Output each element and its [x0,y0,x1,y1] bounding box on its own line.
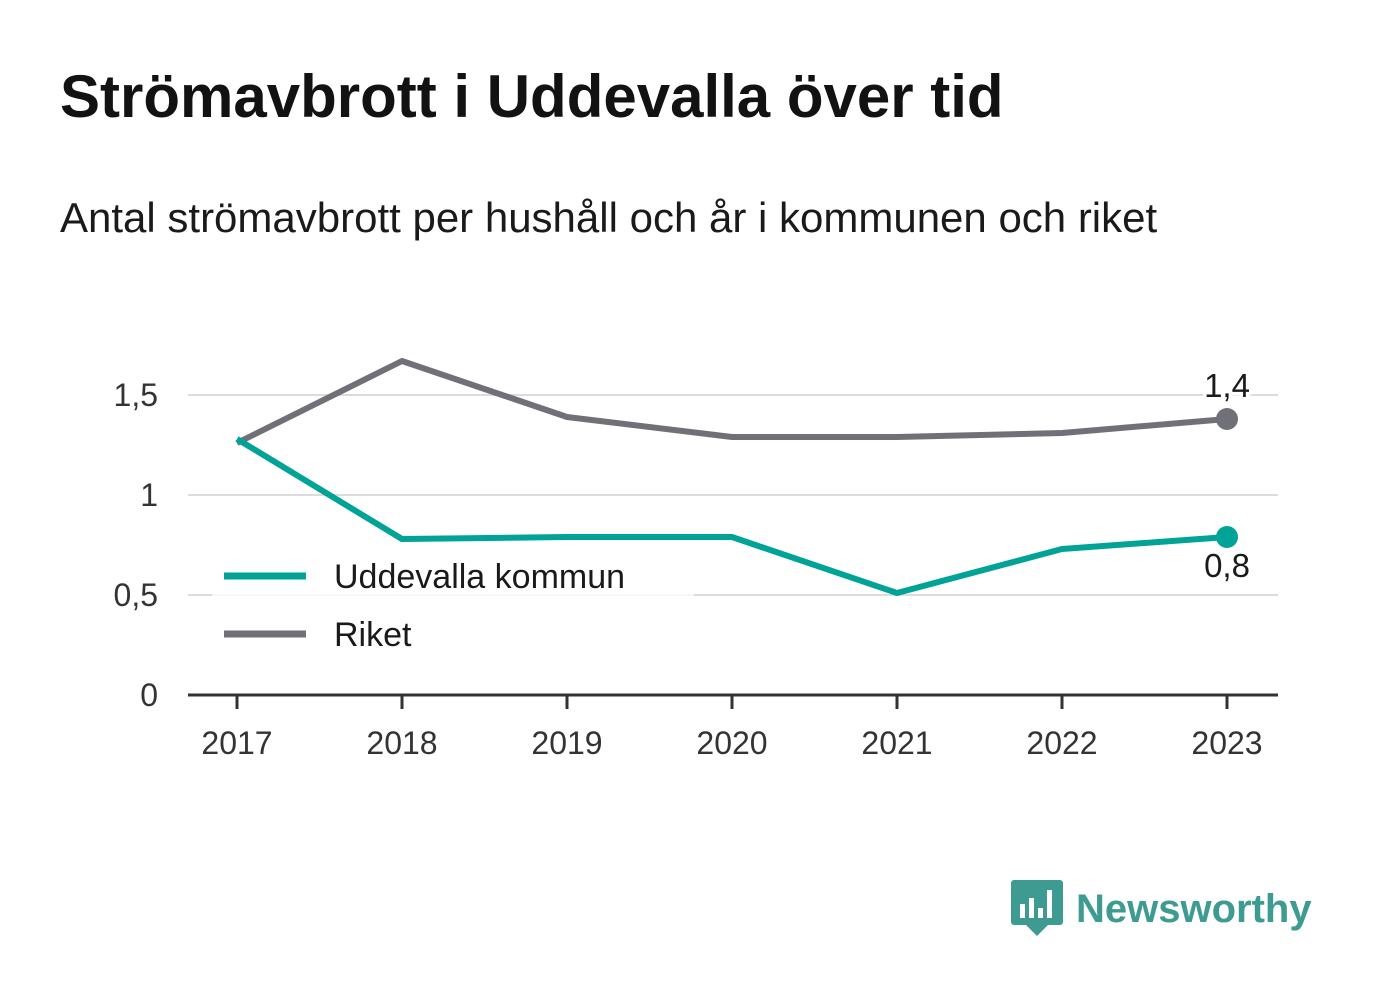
brand-name: Newsworthy [1076,886,1312,931]
x-tick-label: 2019 [531,725,602,761]
end-labels: 0,8 1,4 [1201,364,1254,588]
x-tick-label: 2018 [366,725,437,761]
x-tick-label: 2017 [201,725,272,761]
chart-subtitle: Antal strömavbrott per hushåll och år i … [60,194,1158,241]
legend: Uddevalla kommun Riket [212,545,694,665]
x-tick-label: 2023 [1191,725,1262,761]
series-line-0 [235,436,1228,596]
brand-logo: Newsworthy [1010,878,1312,940]
chart-title: Strömavbrott i Uddevalla över tid [60,63,1004,130]
legend-background [212,545,694,665]
series-lines [235,358,1238,596]
legend-label-1: Riket [334,616,412,654]
series-end-point-1 [1216,408,1238,430]
x-tick-label: 2020 [696,725,767,761]
x-axis: 2017 2018 2019 2020 2021 2022 2023 [188,693,1278,761]
y-tick-label: 0,5 [114,577,158,613]
end-value-label-0: 0,8 [1204,547,1250,584]
y-tick-label: 0 [140,677,158,713]
series-line-1 [235,358,1228,446]
newsworthy-logo-icon [1011,880,1063,936]
x-tick-label: 2022 [1026,725,1097,761]
y-axis-ticks: 0 0,5 1 1,5 [114,377,158,713]
y-tick-label: 1 [140,477,158,513]
y-tick-label: 1,5 [114,377,158,413]
series-end-point-0 [1216,526,1238,548]
end-value-label-1: 1,4 [1204,367,1250,404]
legend-label-0: Uddevalla kommun [334,558,625,596]
x-tick-label: 2021 [861,725,932,761]
